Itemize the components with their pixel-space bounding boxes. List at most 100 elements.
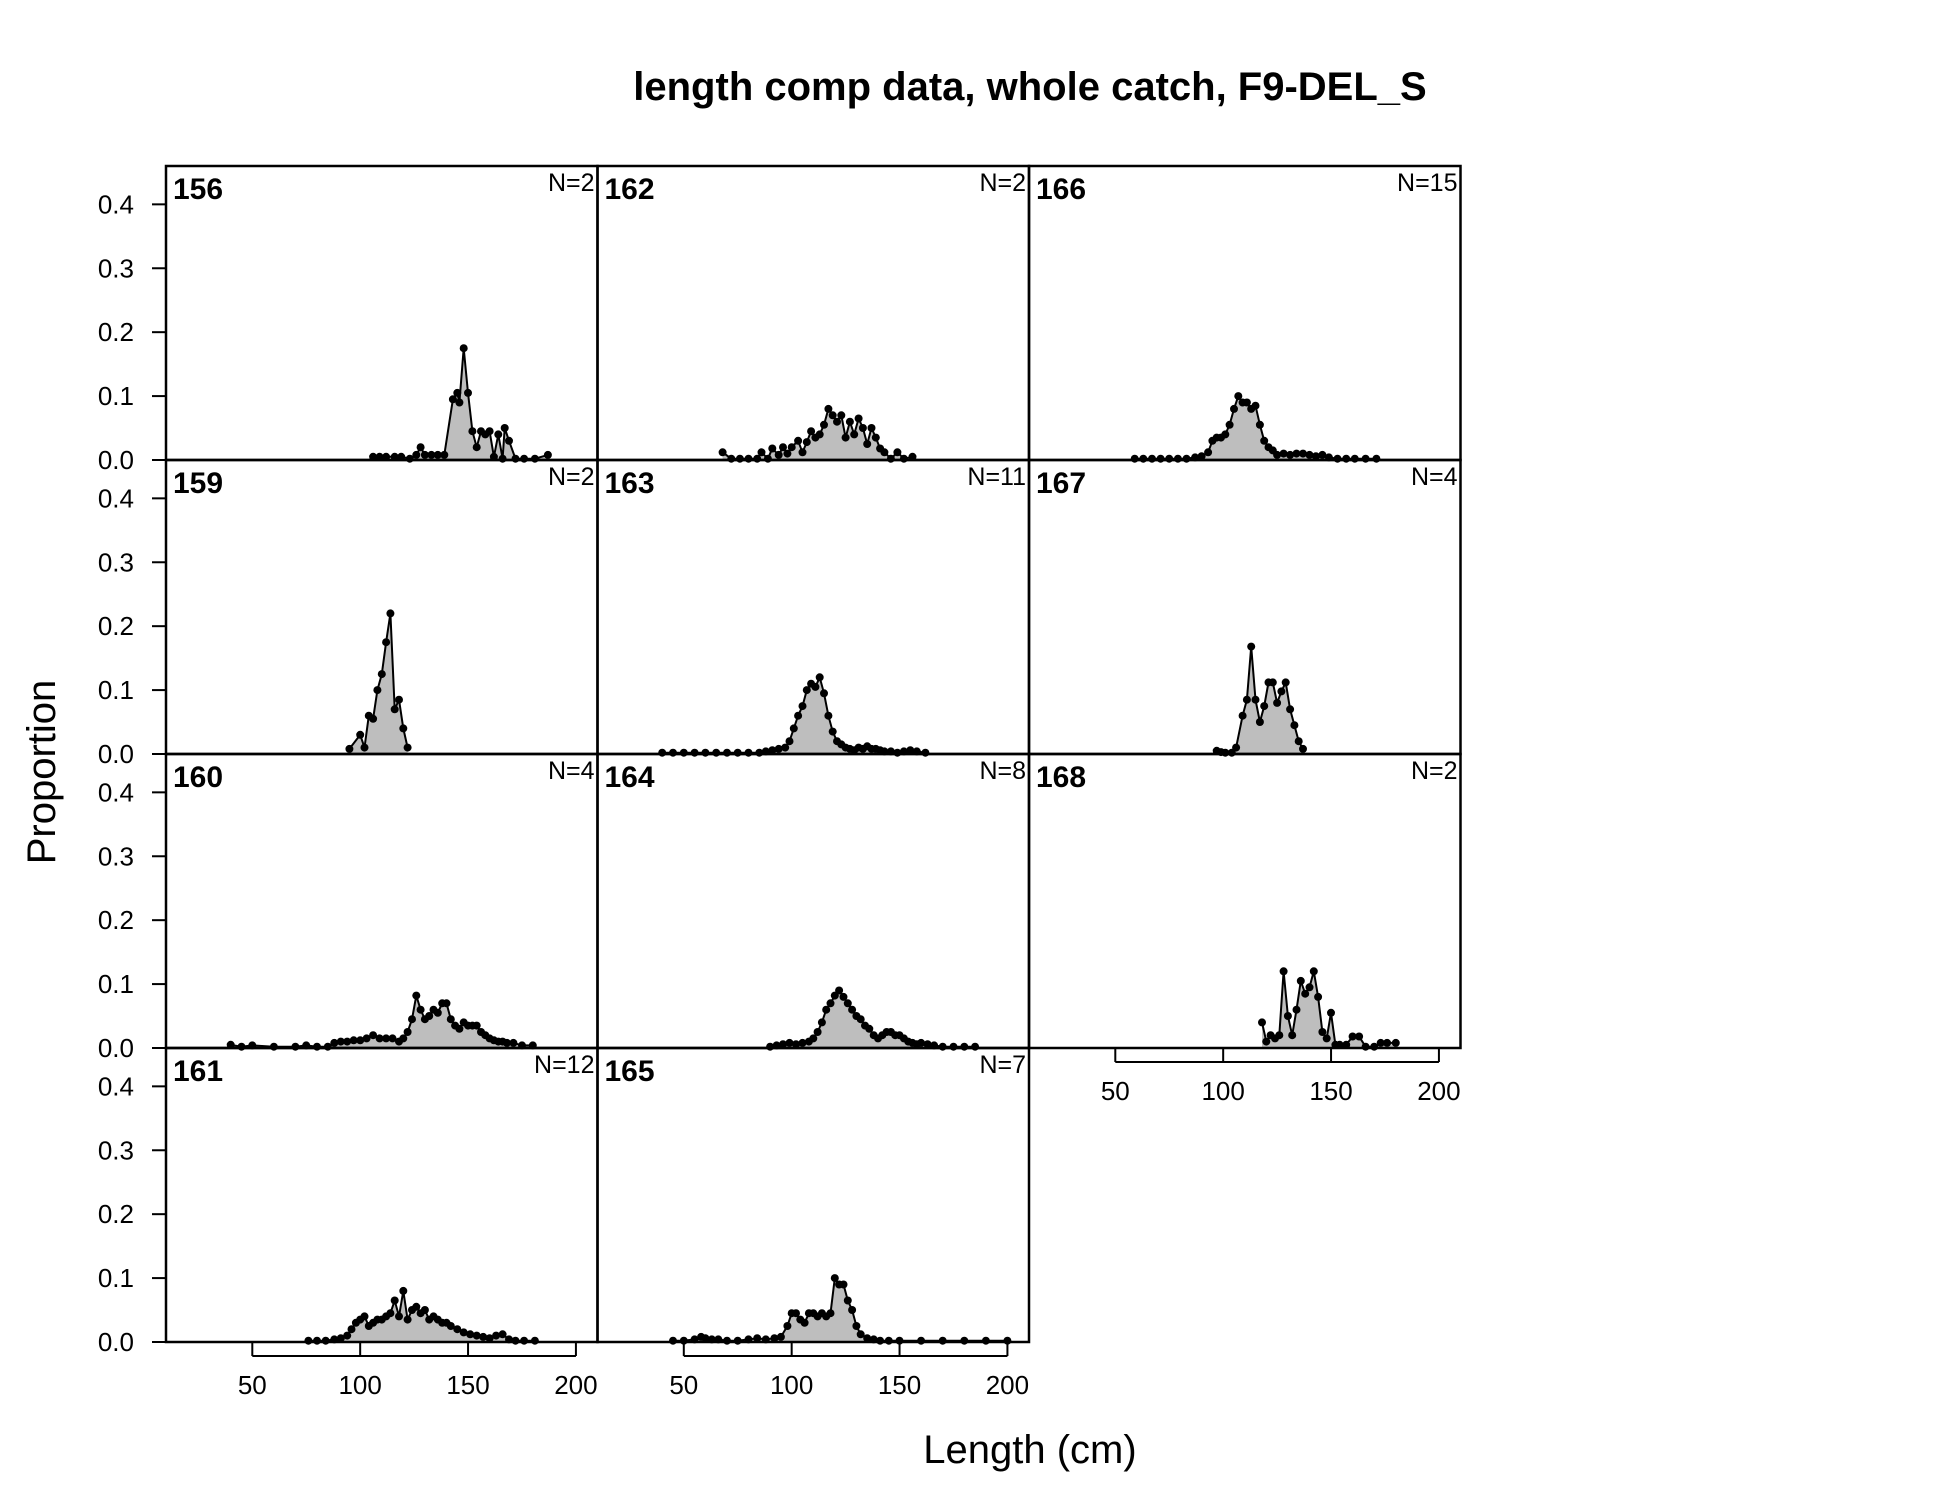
data-point bbox=[369, 1031, 378, 1040]
panel-n-label: N=4 bbox=[548, 757, 595, 785]
data-point bbox=[336, 1334, 345, 1343]
panel-frame bbox=[596, 1046, 1031, 1344]
y-tick-label: 0.3 bbox=[98, 1135, 134, 1165]
data-point bbox=[923, 1040, 932, 1049]
data-point bbox=[785, 1038, 794, 1047]
panel-n-label: N=2 bbox=[548, 169, 595, 197]
data-point bbox=[453, 1325, 462, 1334]
data-point bbox=[1288, 1031, 1297, 1040]
data-point bbox=[472, 1331, 481, 1340]
data-point bbox=[1309, 967, 1318, 976]
x-tick-label: 200 bbox=[1417, 1076, 1460, 1106]
data-point bbox=[1283, 1012, 1292, 1020]
y-tick-label: 0.0 bbox=[98, 739, 134, 769]
data-point bbox=[669, 748, 677, 757]
panel-label: 162 bbox=[605, 173, 655, 206]
data-point bbox=[390, 705, 399, 714]
data-point bbox=[1230, 404, 1238, 413]
data-point bbox=[733, 748, 742, 757]
x-tick-label: 200 bbox=[986, 1370, 1029, 1400]
panels-group: 156 N=2 0.0 0.1 0.2 0.3 0.4 162 N=2 166 N=15 159 N=2… bbox=[98, 164, 1462, 1400]
data-point bbox=[839, 1280, 848, 1289]
data-point bbox=[1318, 1028, 1327, 1036]
data-point bbox=[382, 1034, 391, 1043]
data-point bbox=[440, 450, 449, 459]
data-point bbox=[304, 1336, 313, 1345]
data-point bbox=[509, 1038, 518, 1047]
data-point bbox=[863, 440, 872, 448]
data-point bbox=[433, 1008, 442, 1017]
data-point bbox=[347, 1325, 356, 1334]
data-point bbox=[360, 1312, 369, 1321]
data-point bbox=[412, 450, 421, 459]
data-point bbox=[485, 427, 494, 436]
data-point bbox=[485, 1334, 494, 1343]
data-point bbox=[492, 1331, 501, 1340]
data-point bbox=[776, 1332, 785, 1341]
data-point bbox=[735, 454, 744, 463]
data-point bbox=[375, 1034, 384, 1043]
data-point bbox=[828, 727, 837, 736]
data-point bbox=[1165, 454, 1174, 463]
data-point bbox=[464, 388, 472, 397]
data-point bbox=[1290, 721, 1299, 730]
data-point bbox=[824, 711, 833, 720]
data-point bbox=[1350, 454, 1359, 463]
panel-area-fill bbox=[1262, 971, 1396, 1048]
data-point bbox=[479, 1332, 488, 1341]
data-point bbox=[530, 1336, 539, 1345]
data-point bbox=[679, 748, 688, 757]
data-point bbox=[783, 1322, 792, 1330]
data-point bbox=[848, 1005, 857, 1014]
data-point bbox=[701, 748, 710, 757]
data-point bbox=[785, 737, 794, 746]
data-point bbox=[770, 1334, 779, 1343]
data-point bbox=[774, 744, 783, 753]
data-point bbox=[826, 999, 835, 1008]
data-point bbox=[723, 1336, 731, 1345]
data-point bbox=[811, 682, 820, 691]
x-tick-label: 200 bbox=[554, 1370, 597, 1400]
data-point bbox=[828, 411, 837, 420]
x-tick-label: 150 bbox=[446, 1370, 489, 1400]
data-point bbox=[360, 743, 369, 752]
data-point bbox=[1318, 450, 1327, 459]
data-point bbox=[1234, 392, 1243, 401]
data-point bbox=[412, 1302, 421, 1311]
data-point bbox=[781, 743, 790, 752]
data-point bbox=[826, 1309, 835, 1318]
data-point bbox=[420, 1306, 429, 1314]
data-point bbox=[779, 443, 787, 452]
panel-area-fill bbox=[349, 613, 408, 754]
data-point bbox=[543, 450, 552, 459]
x-tick-label: 150 bbox=[878, 1370, 921, 1400]
data-point bbox=[768, 746, 777, 755]
data-point bbox=[237, 1042, 246, 1051]
y-tick-label: 0.3 bbox=[98, 253, 134, 283]
panel-area-fill bbox=[1134, 396, 1377, 460]
data-point bbox=[1260, 702, 1269, 711]
data-point bbox=[399, 724, 408, 733]
data-point bbox=[865, 1024, 874, 1033]
data-point bbox=[871, 433, 880, 442]
data-point bbox=[1281, 678, 1290, 687]
data-point bbox=[820, 689, 828, 698]
chart-title: length comp data, whole catch, F9-DEL_S bbox=[633, 65, 1426, 109]
y-tick-label: 0.2 bbox=[98, 1199, 134, 1229]
data-point bbox=[863, 1334, 872, 1343]
y-axis-label: Proportion bbox=[20, 680, 64, 865]
data-point bbox=[893, 448, 902, 457]
data-point bbox=[313, 1042, 321, 1051]
data-point bbox=[1299, 744, 1307, 753]
panel-n-label: N=11 bbox=[967, 463, 1026, 491]
data-point bbox=[377, 670, 386, 679]
data-point bbox=[1391, 1038, 1400, 1047]
x-tick-label: 150 bbox=[1309, 1076, 1352, 1106]
data-point bbox=[845, 417, 854, 426]
data-point bbox=[395, 1312, 403, 1321]
data-point bbox=[1273, 698, 1282, 707]
data-point bbox=[744, 748, 753, 757]
data-point bbox=[356, 1036, 365, 1045]
y-tick-label: 0.2 bbox=[98, 611, 134, 641]
data-point bbox=[427, 450, 436, 459]
